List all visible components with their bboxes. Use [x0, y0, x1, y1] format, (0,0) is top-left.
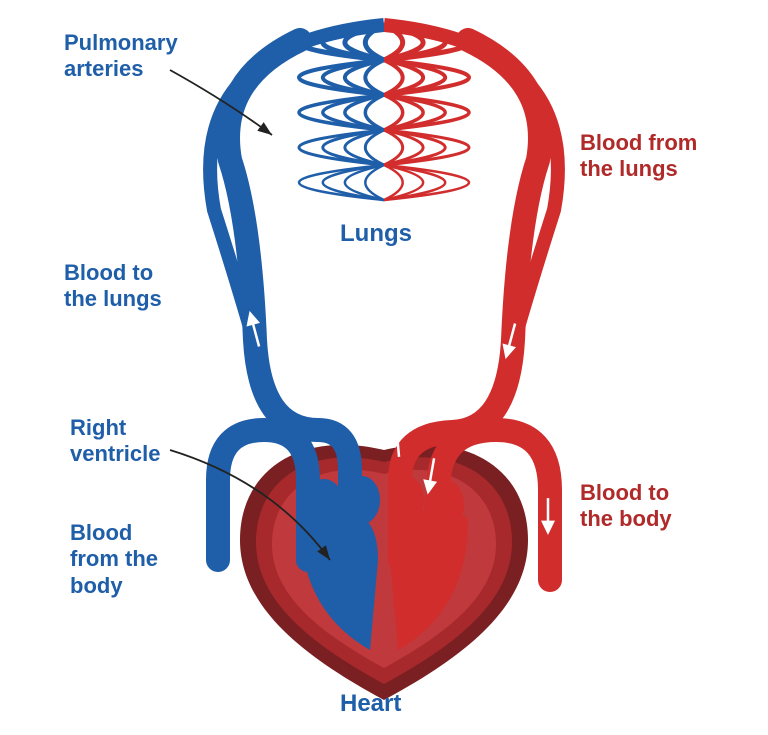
label-blood-to-body: Blood tothe body — [580, 480, 672, 533]
label-heart: Heart — [340, 690, 401, 719]
label-pulmonary-arteries: Pulmonaryarteries — [64, 30, 178, 83]
label-blood-from-body: Bloodfrom thebody — [70, 520, 158, 599]
label-blood-from-lungs: Blood fromthe lungs — [580, 130, 697, 183]
label-lungs: Lungs — [340, 220, 412, 249]
heart-body — [240, 445, 528, 700]
label-right-ventricle: Rightventricle — [70, 415, 161, 468]
diagram-svg — [0, 0, 768, 735]
label-blood-to-lungs: Blood tothe lungs — [64, 260, 162, 313]
circulatory-diagram: Pulmonaryarteries Blood tothe lungs Righ… — [0, 0, 768, 735]
